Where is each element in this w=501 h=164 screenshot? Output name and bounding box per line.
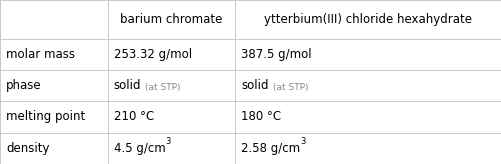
Text: barium chromate: barium chromate <box>120 13 223 26</box>
Text: 210 °C: 210 °C <box>114 110 154 123</box>
Text: 3: 3 <box>165 137 171 146</box>
Text: (at STP): (at STP) <box>145 83 181 92</box>
Text: 387.5 g/mol: 387.5 g/mol <box>241 48 312 61</box>
Text: phase: phase <box>6 79 42 92</box>
Text: melting point: melting point <box>6 110 85 123</box>
Text: 4.5 g/cm: 4.5 g/cm <box>114 142 165 155</box>
Text: (at STP): (at STP) <box>273 83 309 92</box>
Text: solid: solid <box>241 79 269 92</box>
Text: ytterbium(III) chloride hexahydrate: ytterbium(III) chloride hexahydrate <box>264 13 472 26</box>
Text: solid: solid <box>114 79 141 92</box>
Text: density: density <box>6 142 50 155</box>
Text: 2.58 g/cm: 2.58 g/cm <box>241 142 301 155</box>
Text: 3: 3 <box>301 137 306 146</box>
Text: 180 °C: 180 °C <box>241 110 282 123</box>
Text: 253.32 g/mol: 253.32 g/mol <box>114 48 192 61</box>
Text: molar mass: molar mass <box>6 48 75 61</box>
